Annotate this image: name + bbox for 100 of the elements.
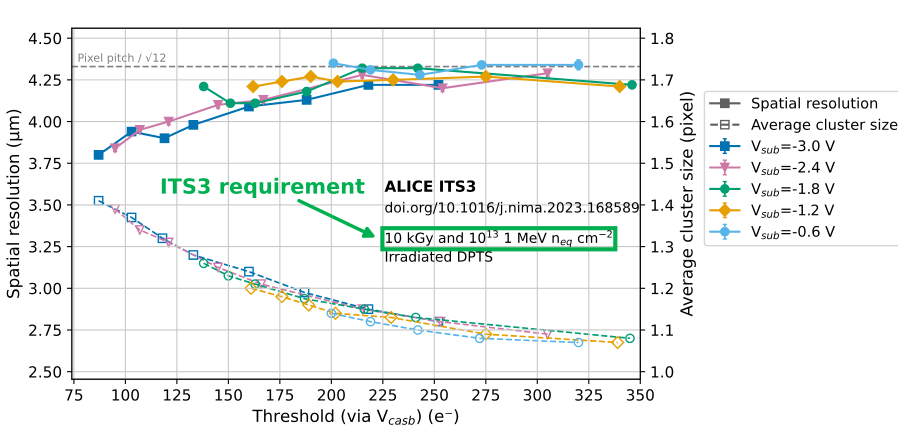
point xyxy=(625,333,635,344)
point xyxy=(226,98,236,108)
point xyxy=(476,60,487,70)
point xyxy=(224,270,234,281)
y-tick-label: 3.25 xyxy=(29,241,61,253)
point xyxy=(412,325,423,335)
x-tick-label: 300 xyxy=(524,389,551,401)
x-tick-label: 100 xyxy=(112,389,139,401)
point xyxy=(213,100,223,110)
y2-tick-label: 1.8 xyxy=(652,32,674,44)
y2-tick-label: 1.0 xyxy=(652,366,674,378)
y-tick-label: 3.50 xyxy=(29,199,62,211)
annotation: doi.org/10.1016/j.nima.2023.168589 xyxy=(385,202,639,216)
point xyxy=(275,290,288,304)
annotation: 10 kGy and 10$^{13}$ 1 MeV n$_{eq}$ cm$^{−2}$ xyxy=(386,230,612,248)
y-tick-label: 4.25 xyxy=(28,74,61,86)
point xyxy=(158,233,168,244)
point xyxy=(126,212,136,222)
point xyxy=(94,196,104,206)
x-tick-label: 225 xyxy=(369,389,396,401)
point xyxy=(574,338,584,348)
x-tick-label: 200 xyxy=(318,389,345,401)
point xyxy=(328,58,338,68)
legend-label: V$_{sub}$=-2.4 V xyxy=(751,162,836,176)
y-tick-label: 4.50 xyxy=(28,32,62,44)
point xyxy=(302,86,312,96)
x-tick-label: 325 xyxy=(575,389,602,401)
point xyxy=(302,298,316,312)
x-axis-title: Threshold (via V$_{casb}$) (e⁻) xyxy=(252,409,458,425)
point xyxy=(244,282,258,295)
point xyxy=(250,98,260,108)
point xyxy=(542,68,552,78)
point xyxy=(110,143,120,154)
point xyxy=(94,150,104,160)
legend-label: V$_{sub}$=-3.0 V xyxy=(751,140,836,154)
y2-tick-label: 1.1 xyxy=(652,324,673,336)
point xyxy=(386,73,400,86)
point xyxy=(188,250,198,260)
point xyxy=(188,120,198,130)
x-tick-label: 350 xyxy=(626,389,654,401)
x-tick-label: 275 xyxy=(472,389,500,401)
point xyxy=(410,312,421,322)
y-tick-label: 4.00 xyxy=(28,116,62,128)
annotation: ALICE ITS3 xyxy=(384,180,476,192)
y2-tick-label: 1.2 xyxy=(652,282,673,294)
text: Average cluster size xyxy=(751,118,898,133)
point xyxy=(302,95,312,105)
point xyxy=(384,310,398,324)
point xyxy=(300,294,310,304)
y-tick-label: 2.50 xyxy=(29,366,62,378)
point xyxy=(304,70,318,84)
y2-tick-label: 1.5 xyxy=(652,158,673,170)
x-tick-label: 125 xyxy=(164,389,190,401)
legend-label: V$_{sub}$=-1.8 V xyxy=(751,183,835,196)
y2-tick-label: 1.6 xyxy=(652,116,674,128)
y-tick-label: 3.00 xyxy=(29,282,62,294)
point xyxy=(246,80,260,94)
y-tick-label: 3.75 xyxy=(29,158,61,170)
point xyxy=(613,80,626,94)
point xyxy=(415,70,425,80)
point xyxy=(160,133,170,144)
point xyxy=(474,333,484,344)
point xyxy=(300,288,310,298)
x-tick-label: 75 xyxy=(65,389,82,401)
point xyxy=(479,328,492,341)
point xyxy=(198,82,209,92)
point xyxy=(110,204,120,214)
point xyxy=(134,125,145,135)
point xyxy=(164,238,174,248)
point xyxy=(366,65,376,75)
x-tick-label: 250 xyxy=(420,389,448,401)
point xyxy=(330,74,344,88)
legend-label: V$_{sub}$=-1.2 V xyxy=(751,204,834,218)
y2-tick-label: 1.7 xyxy=(652,74,673,86)
annotation: ITS3 requirement xyxy=(162,178,365,198)
point xyxy=(366,316,376,327)
point xyxy=(198,258,209,268)
point xyxy=(627,80,637,90)
y2-tick-label: 1.4 xyxy=(652,200,674,211)
text: Spatial resolution xyxy=(752,97,878,112)
y-axis-title: Spatial resolution (μm) xyxy=(6,110,23,298)
point xyxy=(256,279,266,289)
point xyxy=(213,262,223,272)
point xyxy=(328,306,342,320)
x-tick-label: 150 xyxy=(215,389,242,401)
point xyxy=(479,70,492,84)
point xyxy=(438,83,448,94)
ref-line-label: Pixel pitch / √12 xyxy=(78,52,166,64)
y2-axis-title: Average cluster size (pixel) xyxy=(680,92,696,316)
point xyxy=(611,336,624,350)
legend-label: V$_{sub}$=-0.6 V xyxy=(751,226,836,240)
annotation: Irradiated DPTS xyxy=(386,251,492,262)
y2-tick-label: 1.3 xyxy=(652,241,674,253)
y-tick-label: 2.75 xyxy=(29,324,61,336)
point xyxy=(164,116,174,126)
point xyxy=(134,225,145,235)
point xyxy=(244,266,254,276)
point xyxy=(364,304,374,314)
point xyxy=(275,74,288,88)
x-tick-label: 175 xyxy=(266,389,294,401)
